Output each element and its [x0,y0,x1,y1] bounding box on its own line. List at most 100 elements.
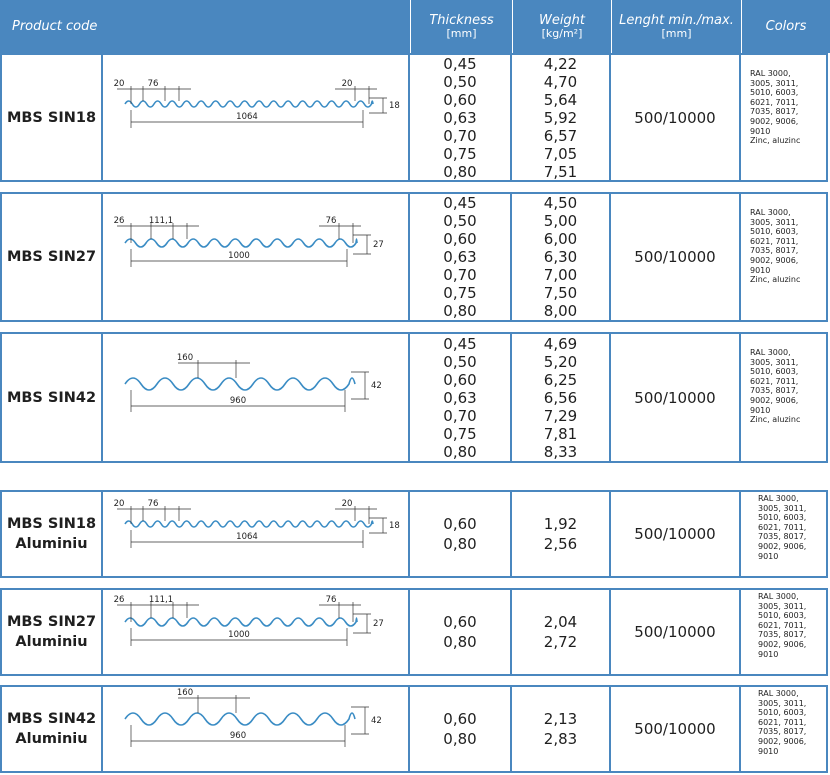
colors-cell: RAL 3000, 3005, 3011, 5010, 6003, 6021, 701… [741,192,828,322]
height-dimension-label: 18 [389,521,400,531]
weight-value: 6,25 [543,370,578,389]
thickness-value: 0,80 [443,162,477,181]
profile-drawing: 1000 27 26 111,1 76 [114,216,384,267]
length-value: 500/10000 [634,525,716,543]
thickness-cell: 0,45 0,50 0,60 0,63 0,70 0,75 0,80 [410,332,512,463]
color-code-line: 3005, 3011, [758,698,807,708]
weight-value: 5,20 [543,352,578,371]
thickness-value: 0,60 [443,613,477,631]
product-row: MBS SIN18 1064 18 20 76 20 0,45 0,50 0,60 0,63 0,7… [0,53,830,182]
sheet-profile-wave [124,377,356,391]
weight-value: 2,72 [543,633,578,651]
length-cell: 500/10000 [611,332,741,463]
right-edge-dimension-label: 20 [342,79,353,89]
color-code-line: RAL 3000, [758,592,799,601]
color-code-line: 7035, 8017, [758,727,807,737]
length-cell: 500/10000 [611,588,741,676]
thickness-values: 0,60 0,80 [410,590,510,674]
color-code-line: 6021, 7011, [758,620,807,630]
color-code-line: 6021, 7011, [750,376,799,386]
left-edge-dimension-label: 20 [114,79,125,89]
weight-cell: 2,13 2,83 [512,685,611,773]
weight-value: 5,92 [543,108,578,127]
length-value: 500/10000 [634,623,716,641]
color-code-line: 7035, 8017, [758,630,807,640]
product-row: MBS SIN42 Aluminiu 960 42 160 0,60 0,80 2,13 2,8… [0,685,830,773]
color-code-line: 5010, 6003, [758,708,807,718]
thickness-value: 0,80 [443,730,477,748]
thickness-value: 0,75 [443,424,477,443]
thickness-value: 0,50 [443,352,477,371]
pitch-dimension-label: 76 [148,79,159,89]
color-code-line: 5010, 6003, [750,227,799,237]
weight-value: 2,83 [543,730,578,748]
product-name: MBS SIN18 [6,516,97,532]
length-value: 500/10000 [634,248,716,266]
color-code-line: 9010 [750,405,771,415]
right-edge-dimension-label: 20 [342,499,353,509]
color-code-line: 7035, 8017, [750,246,799,256]
header-weight: Weight [kg/m²] [512,0,611,53]
height-dimension-label: 42 [371,716,382,726]
weight-value: 5,64 [543,90,578,109]
length-cell: 500/10000 [611,192,741,322]
weight-value: 4,70 [543,72,578,91]
color-code-line: 5010, 6003, [750,367,799,377]
color-code-line: Zinc, aluzinc [750,275,801,285]
weight-values: 4,69 5,20 6,25 6,56 7,29 7,81 8,33 [512,334,609,461]
product-row: MBS SIN18 Aluminiu 1064 18 20 76 20 0,60 0,80 1,9… [0,490,830,578]
width-dimension-label: 1064 [236,532,258,542]
profile-drawing-cell: 1000 27 26 111,1 76 [103,192,410,322]
thickness-values: 0,45 0,50 0,60 0,63 0,70 0,75 0,80 [410,194,510,320]
height-dimension-label: 18 [389,101,400,111]
product-code: MBS SIN18 Aluminiu [7,514,96,554]
colors-cell: RAL 3000, 3005, 3011, 5010, 6003, 6021, 701… [741,332,828,463]
thickness-value: 0,70 [443,126,477,145]
color-code-line: RAL 3000, [750,348,791,357]
product-code: MBS SIN42 Aluminiu [7,709,96,749]
color-code-line: 5010, 6003, [750,88,799,98]
thickness-value: 0,80 [443,442,477,461]
thickness-value: 0,60 [443,370,477,389]
product-material: Aluminiu [15,731,88,747]
colors-list: RAL 3000, 3005, 3011, 5010, 6003, 6021, 701… [741,334,826,425]
weight-value: 7,00 [543,266,578,284]
thickness-cell: 0,45 0,50 0,60 0,63 0,70 0,75 0,80 [410,53,512,182]
thickness-value: 0,80 [443,535,477,553]
thickness-value: 0,80 [443,302,477,320]
color-code-line: RAL 3000, [758,689,799,698]
thickness-value: 0,60 [443,230,477,248]
thickness-value: 0,45 [443,334,477,353]
weight-value: 6,00 [543,230,578,248]
product-code: MBS SIN27 [7,247,96,267]
weight-value: 2,56 [543,535,578,553]
product-code: MBS SIN42 [7,388,96,408]
thickness-value: 0,70 [443,266,477,284]
header-product-code: Product code [0,0,103,53]
color-code-line: 6021, 7011, [750,236,799,246]
product-code-cell: MBS SIN27 Aluminiu [0,588,103,676]
product-name: MBS SIN18 [6,109,97,126]
colors-list: RAL 3000, 3005, 3011, 5010, 6003, 6021, 701… [741,194,826,285]
width-dimension-label: 1000 [228,630,250,640]
header-length-unit: [mm] [661,26,692,40]
thickness-cell: 0,45 0,50 0,60 0,63 0,70 0,75 0,80 [410,192,512,322]
color-code-line: 5010, 6003, [758,513,807,523]
color-code-line: 7035, 8017, [750,386,799,396]
color-code-line: 9002, 9006, [758,639,807,649]
color-code-line: 9010 [758,649,779,659]
length-value: 500/10000 [634,108,716,127]
product-name: MBS SIN27 [6,614,97,630]
thickness-value: 0,60 [443,515,477,533]
table-header: Product code Thickness [mm] Weight [kg/m… [0,0,830,53]
color-code-line: 6021, 7011, [758,717,807,727]
colors-cell: RAL 3000, 3005, 3011, 5010, 6003, 6021, 701… [741,53,828,182]
color-code-line: 9002, 9006, [758,736,807,746]
header-weight-label: Weight [538,12,586,28]
color-code-line: RAL 3000, [750,208,791,217]
height-dimension-label: 27 [373,619,384,629]
weight-value: 4,50 [543,194,578,212]
weight-value: 1,92 [543,515,578,533]
color-code-line: 3005, 3011, [758,503,807,513]
header-thickness-label: Thickness [429,12,494,28]
